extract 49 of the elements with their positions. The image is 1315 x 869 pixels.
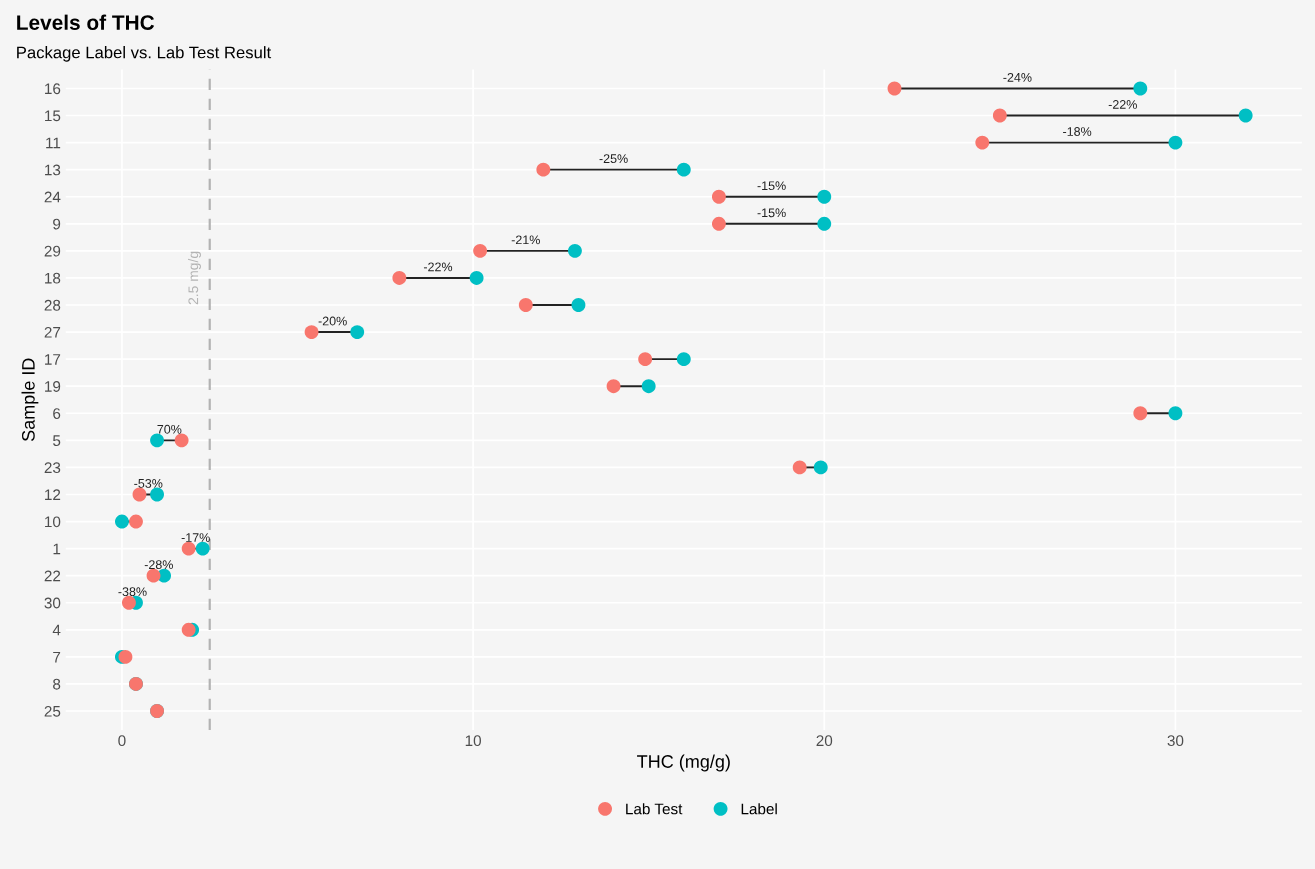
ref-line-label: 2.5 mg/g: [188, 251, 201, 305]
y-tick-label: 23: [44, 462, 61, 474]
x-tick-label: 0: [118, 735, 126, 747]
y-tick-label: 12: [45, 489, 61, 501]
y-tick-label: 15: [45, 110, 61, 122]
y-tick-label: 24: [44, 191, 61, 203]
y-tick-label: 6: [53, 408, 61, 419]
chart-title: Levels of THC: [17, 14, 155, 30]
y-tick-label: 18: [45, 272, 61, 284]
y-tick-label: 13: [45, 164, 61, 176]
annotation: -15%: [757, 181, 786, 191]
annotation: -28%: [144, 560, 173, 570]
annotation: -21%: [511, 235, 540, 245]
x-axis-title: THC (mg/g): [637, 754, 730, 772]
legend-label: Label: [741, 803, 777, 815]
annotation: -24%: [1003, 72, 1032, 82]
y-tick-label: 1: [53, 543, 61, 555]
y-tick-label: 4: [52, 624, 61, 636]
y-tick-label: 25: [44, 705, 61, 717]
annotation: -18%: [1063, 127, 1092, 136]
y-tick-label: 28: [44, 299, 61, 311]
y-tick-label: 8: [53, 678, 61, 690]
y-tick-label: 17: [45, 354, 61, 365]
annotation: -17%: [181, 533, 210, 542]
y-tick-label: 5: [53, 435, 61, 447]
y-tick-label: 30: [44, 597, 61, 609]
x-tick-label: 10: [465, 735, 481, 747]
annotation: -38%: [118, 587, 147, 597]
y-tick-label: 19: [45, 381, 61, 392]
y-tick-label: 27: [44, 326, 61, 338]
annotation: -15%: [757, 208, 786, 218]
annotation: 70%: [157, 424, 182, 434]
y-tick-label: 22: [44, 570, 61, 582]
chart-subtitle: Package Label vs. Lab Test Result: [17, 46, 272, 62]
y-tick-label: 11: [46, 137, 61, 149]
legend-label: Lab Test: [626, 803, 683, 815]
y-tick-label: 29: [44, 245, 61, 257]
annotation: -53%: [134, 478, 163, 488]
y-tick-label: 16: [45, 83, 61, 95]
y-tick-label: 9: [53, 218, 61, 230]
annotation: -22%: [1108, 100, 1137, 109]
annotation: -25%: [599, 154, 628, 164]
annotation: -22%: [423, 262, 453, 272]
y-axis-title: Sample ID: [21, 358, 39, 442]
x-tick-label: 20: [816, 735, 833, 747]
annotation: -20%: [318, 316, 347, 326]
y-tick-label: 7: [53, 651, 61, 663]
y-tick-label: 10: [45, 516, 61, 528]
x-tick-label: 30: [1167, 735, 1184, 747]
